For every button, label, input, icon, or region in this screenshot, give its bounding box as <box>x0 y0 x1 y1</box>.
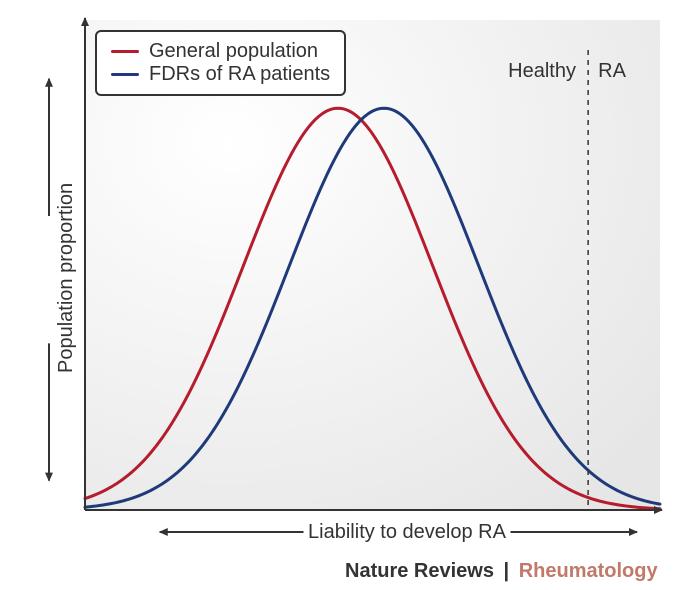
threshold-label-left: Healthy <box>508 60 576 83</box>
legend-label: General population <box>149 40 318 63</box>
legend-item: FDRs of RA patients <box>111 63 330 86</box>
legend: General populationFDRs of RA patients <box>95 30 346 96</box>
y-axis-label: Population proportion <box>55 183 78 373</box>
citation-brand2: Rheumatology <box>519 560 658 582</box>
legend-swatch <box>111 50 139 53</box>
citation-brand1: Nature Reviews <box>345 560 494 582</box>
legend-label: FDRs of RA patients <box>149 63 330 86</box>
chart-container: Liability to develop RA General populati… <box>0 0 685 590</box>
citation: Nature Reviews | Rheumatology <box>345 560 658 583</box>
threshold-label-right: RA <box>598 60 626 83</box>
x-axis-label: Liability to develop RA <box>308 521 507 543</box>
legend-swatch <box>111 73 139 76</box>
citation-pipe: | <box>498 560 515 582</box>
legend-item: General population <box>111 40 330 63</box>
